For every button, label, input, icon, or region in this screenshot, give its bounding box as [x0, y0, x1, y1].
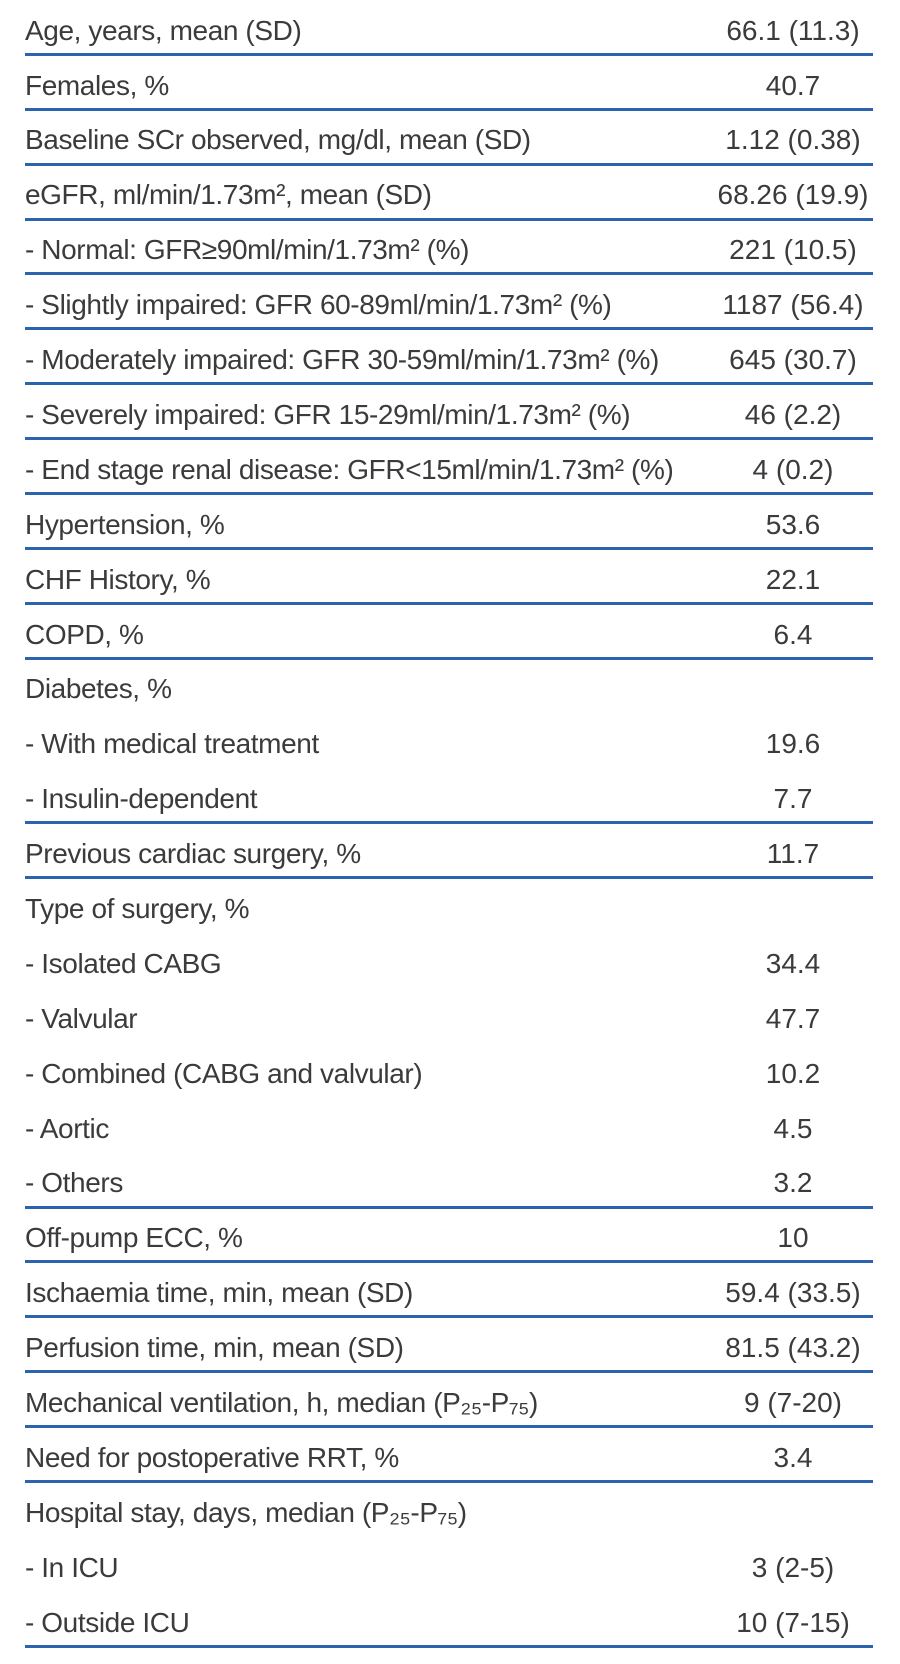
row-value: 47.7	[765, 1002, 821, 1034]
row-label: Females, %	[25, 69, 169, 101]
row-value: 59.4 (33.5)	[725, 1277, 861, 1309]
row-value: 9 (7-20)	[743, 1386, 843, 1418]
row-value: 10 (7-15)	[736, 1606, 850, 1638]
row-value: 40.7	[765, 69, 821, 101]
row-label: Age, years, mean (SD)	[25, 14, 302, 46]
row-label: Diabetes, %	[25, 673, 172, 705]
row-label: Hypertension, %	[25, 508, 225, 540]
row-label: COPD, %	[25, 618, 144, 650]
row-value: 221 (10.5)	[729, 234, 857, 266]
row-value: 3.2	[773, 1167, 813, 1199]
row-label: Baseline SCr observed, mg/dl, mean (SD)	[25, 124, 531, 156]
table-row: - Isolated CABG 34.4	[25, 934, 873, 989]
row-label: - With medical treatment	[25, 728, 319, 760]
table-row: eGFR, ml/min/1.73m², mean (SD) 68.26 (19…	[25, 166, 873, 221]
row-label: - In ICU	[25, 1551, 119, 1583]
table-row: Need for postoperative RRT, % 3.4	[25, 1428, 873, 1484]
row-label: - End stage renal disease: GFR<15ml/min/…	[25, 453, 674, 485]
row-value: 81.5 (43.2)	[725, 1332, 861, 1364]
table-row: Baseline SCr observed, mg/dl, mean (SD) …	[25, 111, 873, 166]
table-row: COPD, % 6.4	[25, 605, 873, 660]
row-value: 6.4	[773, 618, 813, 650]
row-label: Off-pump ECC, %	[25, 1222, 243, 1254]
row-label: - Slightly impaired: GFR 60-89ml/min/1.7…	[25, 289, 612, 321]
row-label: Hospital stay, days, median (P₂₅-P₇₅)	[25, 1496, 467, 1528]
row-value: 3.4	[773, 1441, 813, 1473]
row-label: CHF History, %	[25, 563, 211, 595]
table-row: CHF History, % 22.1	[25, 550, 873, 605]
table-row: Hypertension, % 53.6	[25, 495, 873, 550]
table-row: - Severely impaired: GFR 15-29ml/min/1.7…	[25, 385, 873, 441]
table-row: - Outside ICU 10 (7-15)	[25, 1593, 873, 1648]
row-label: - Outside ICU	[25, 1606, 190, 1638]
row-value: 7.7	[773, 783, 813, 815]
row-value: 4.5	[773, 1112, 813, 1144]
row-label: Previous cardiac surgery, %	[25, 838, 361, 870]
row-label: Mechanical ventilation, h, median (P₂₅-P…	[25, 1386, 538, 1418]
row-value: 645 (30.7)	[729, 344, 857, 376]
row-label: Type of surgery, %	[25, 892, 250, 924]
table-row: - With medical treatment 19.6	[25, 715, 873, 770]
row-label: - Combined (CABG and valvular)	[25, 1057, 423, 1089]
table-row: - Normal: GFR≥90ml/min/1.73m² (%) 221 (1…	[25, 221, 873, 276]
table-row: Mechanical ventilation, h, median (P₂₅-P…	[25, 1373, 873, 1429]
row-label: Need for postoperative RRT, %	[25, 1441, 399, 1473]
table-row: - Insulin-dependent 7.7	[25, 769, 873, 825]
table-row: Ischaemia time, min, mean (SD) 59.4 (33.…	[25, 1263, 873, 1319]
row-value: 22.1	[765, 563, 821, 595]
row-label: eGFR, ml/min/1.73m², mean (SD)	[25, 179, 432, 211]
row-label: - Isolated CABG	[25, 947, 222, 979]
table-row: Perfusion time, min, mean (SD) 81.5 (43.…	[25, 1318, 873, 1374]
table-row: - In ICU 3 (2-5)	[25, 1538, 873, 1593]
table-row: Age, years, mean (SD) 66.1 (11.3)	[25, 1, 873, 56]
row-label: - Severely impaired: GFR 15-29ml/min/1.7…	[25, 398, 631, 430]
table-row: - Moderately impaired: GFR 30-59ml/min/1…	[25, 330, 873, 386]
row-value: 1.12 (0.38)	[725, 124, 861, 156]
row-label: - Normal: GFR≥90ml/min/1.73m² (%)	[25, 234, 470, 266]
row-label: - Moderately impaired: GFR 30-59ml/min/1…	[25, 344, 659, 376]
table-row: - Aortic 4.5	[25, 1099, 873, 1154]
row-label: - Aortic	[25, 1112, 109, 1144]
row-value: 10	[777, 1222, 809, 1254]
row-label: - Valvular	[25, 1002, 138, 1034]
table-row: - End stage renal disease: GFR<15ml/min/…	[25, 440, 873, 496]
row-value: 1187 (56.4)	[722, 289, 864, 321]
row-value: 10.2	[765, 1057, 821, 1089]
row-label: - Others	[25, 1167, 123, 1199]
table-row: - Combined (CABG and valvular) 10.2	[25, 1044, 873, 1099]
table-row: Off-pump ECC, % 10	[25, 1209, 873, 1264]
row-value: 68.26 (19.9)	[717, 179, 869, 211]
row-value: 34.4	[765, 947, 821, 979]
table-row: - Valvular 47.7	[25, 989, 873, 1044]
row-label: Perfusion time, min, mean (SD)	[25, 1332, 404, 1364]
table-row: Type of surgery, %	[25, 879, 873, 934]
row-label: Ischaemia time, min, mean (SD)	[25, 1277, 413, 1309]
table-row: Diabetes, %	[25, 660, 873, 715]
row-value: 19.6	[765, 728, 821, 760]
table-row: Previous cardiac surgery, % 11.7	[25, 824, 873, 880]
table-row: Females, % 40.7	[25, 56, 873, 111]
row-value: 66.1 (11.3)	[726, 14, 860, 46]
row-value: 53.6	[765, 508, 821, 540]
row-value: 3 (2-5)	[751, 1551, 835, 1583]
table-row: - Others 3.2	[25, 1154, 873, 1209]
row-value: 4 (0.2)	[752, 453, 834, 485]
table-row: Hospital stay, days, median (P₂₅-P₇₅)	[25, 1483, 873, 1538]
row-value: 11.7	[766, 838, 820, 870]
row-label: - Insulin-dependent	[25, 783, 258, 815]
table-row: - Slightly impaired: GFR 60-89ml/min/1.7…	[25, 275, 873, 331]
row-value: 46 (2.2)	[744, 398, 842, 430]
